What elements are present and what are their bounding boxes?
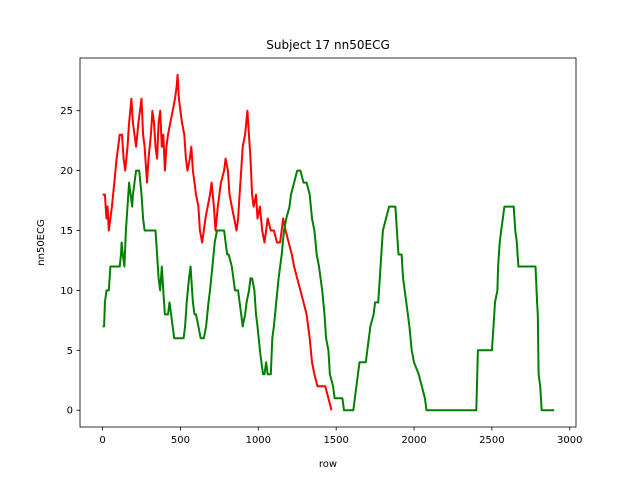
y-tick-label: 15: [60, 226, 73, 237]
y-tick-label: 20: [60, 166, 73, 177]
y-tick-label: 10: [60, 286, 73, 297]
x-axis-label: row: [319, 459, 337, 470]
y-tick-label: 5: [67, 346, 73, 357]
x-tick-label: 2000: [401, 435, 426, 446]
plot-area: 0 500 1000 1500 2000 2500 3000 0 5 10 15 20 25: [60, 57, 582, 446]
series-line-0: [102, 73, 333, 411]
series-line-1: [102, 169, 555, 412]
x-tick-label: 0: [99, 435, 105, 446]
chart-title: Subject 17 nn50ECG: [266, 38, 390, 52]
y-axis-ticks: 0 5 10 15 20 25: [60, 106, 80, 417]
plot-frame: [79, 57, 577, 428]
x-axis-ticks: 0 500 1000 1500 2000 2500 3000: [99, 427, 582, 446]
y-tick-label: 0: [67, 406, 73, 417]
y-axis-label: nn50ECG: [36, 219, 47, 265]
series-layer: [102, 73, 555, 412]
x-tick-label: 1000: [246, 435, 271, 446]
x-tick-label: 2500: [479, 435, 504, 446]
x-tick-label: 1500: [323, 435, 348, 446]
x-tick-label: 3000: [557, 435, 582, 446]
x-tick-label: 500: [171, 435, 190, 446]
y-tick-label: 25: [60, 106, 73, 117]
